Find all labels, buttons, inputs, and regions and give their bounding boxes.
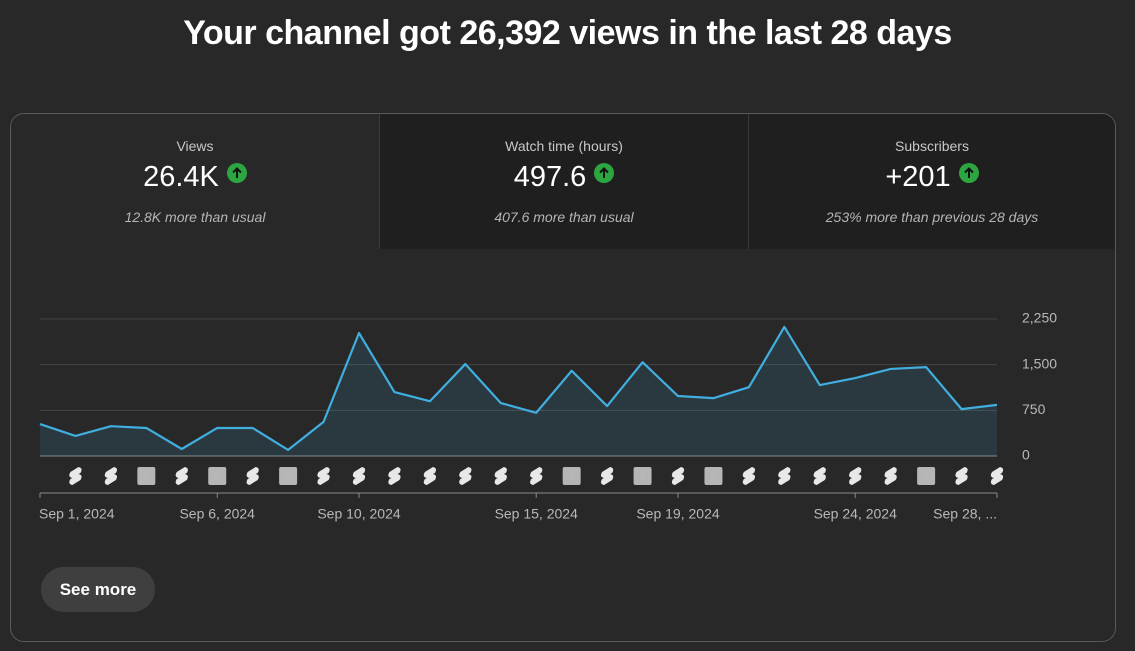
upload-badge: 2	[704, 467, 723, 485]
overview-card: Views 26.4K 12.8K more than usual Watch …	[10, 113, 1116, 642]
x-tick-label: Sep 24, 2024	[814, 506, 898, 522]
badge-box	[208, 467, 227, 485]
shorts-icon	[494, 467, 507, 485]
x-tick-label: Sep 10, 2024	[317, 506, 401, 522]
up-arrow-icon	[226, 163, 247, 183]
metric-value: +201	[749, 161, 1115, 194]
shorts-icon	[246, 467, 259, 485]
shorts-icon	[459, 467, 472, 485]
metric-note: 12.8K more than usual	[124, 209, 266, 225]
page-title: Your channel got 26,392 views in the las…	[183, 14, 952, 52]
shorts-icon	[69, 467, 82, 485]
shorts-icon	[813, 467, 826, 485]
shorts-icon	[352, 467, 366, 485]
x-tick-label: Sep 28, ...	[933, 506, 997, 522]
badge-count: 2	[285, 469, 292, 483]
badge-count: 2	[639, 469, 646, 483]
badge-box	[704, 467, 723, 485]
y-tick-label: 0	[1022, 447, 1030, 463]
see-more-button[interactable]: See more	[41, 567, 155, 612]
area-fill	[40, 326, 997, 456]
upload-badge: 2	[917, 467, 936, 485]
metric-note: 407.6 more than usual	[494, 209, 634, 225]
metric-tab[interactable]: Subscribers +201 253% more than previous…	[749, 114, 1115, 249]
badge-box	[137, 467, 156, 485]
x-tick-label: Sep 15, 2024	[495, 506, 579, 522]
shorts-icon	[990, 467, 1004, 485]
metric-label: Subscribers	[895, 138, 969, 154]
shorts-icon	[600, 467, 614, 485]
metric-value: 26.4K	[11, 161, 379, 194]
metric-number: +201	[885, 161, 951, 193]
upload-badge: 2	[208, 467, 227, 485]
y-tick-label: 750	[1022, 401, 1046, 417]
badge-count: 2	[568, 469, 575, 483]
upload-badge: 2	[279, 467, 298, 485]
shorts-icon	[884, 467, 897, 485]
upload-badge: 2	[633, 467, 652, 485]
shorts-icon	[423, 467, 437, 485]
shorts-icon	[388, 467, 401, 485]
metric-note: 253% more than previous 28 days	[825, 209, 1039, 225]
shorts-icon	[317, 467, 330, 485]
badge-count: 2	[710, 469, 717, 483]
metric-label: Views	[176, 138, 214, 154]
x-tick-label: Sep 6, 2024	[179, 506, 255, 522]
upload-badge: 2	[562, 467, 581, 485]
shorts-icon	[104, 467, 118, 485]
metric-label: Watch time (hours)	[505, 138, 623, 154]
metric-value: 497.6	[380, 161, 748, 194]
shorts-icon	[530, 467, 543, 485]
shorts-icon	[175, 467, 188, 485]
x-tick-label: Sep 1, 2024	[39, 506, 115, 522]
x-tick-label: Sep 19, 2024	[636, 506, 720, 522]
upload-badge: 2	[137, 467, 156, 485]
badge-box	[562, 467, 581, 485]
badge-box	[633, 467, 652, 485]
up-arrow-icon	[594, 163, 615, 183]
badge-box	[917, 467, 936, 485]
badge-count: 2	[214, 469, 221, 483]
y-tick-label: 1,500	[1022, 355, 1057, 371]
shorts-icon	[955, 467, 968, 485]
shorts-icon	[671, 467, 685, 485]
badge-count: 2	[143, 469, 150, 483]
metric-number: 497.6	[513, 161, 587, 193]
metric-tab[interactable]: Views 26.4K 12.8K more than usual	[11, 114, 380, 249]
metric-tab[interactable]: Watch time (hours) 497.6 407.6 more than…	[380, 114, 749, 249]
series-line	[39, 325, 998, 452]
y-tick-label: 2,250	[1022, 310, 1057, 326]
badge-box	[279, 467, 298, 485]
metric-number: 26.4K	[143, 161, 219, 193]
badge-count: 2	[923, 469, 930, 483]
shorts-icon	[742, 467, 756, 485]
up-arrow-icon	[958, 163, 979, 183]
shorts-icon	[778, 467, 791, 485]
views-chart: 0 750 1,500 2,250 Sep 1, 2024 Sep 6, 2024 Sep …	[39, 310, 1057, 522]
shorts-icon	[849, 467, 862, 485]
